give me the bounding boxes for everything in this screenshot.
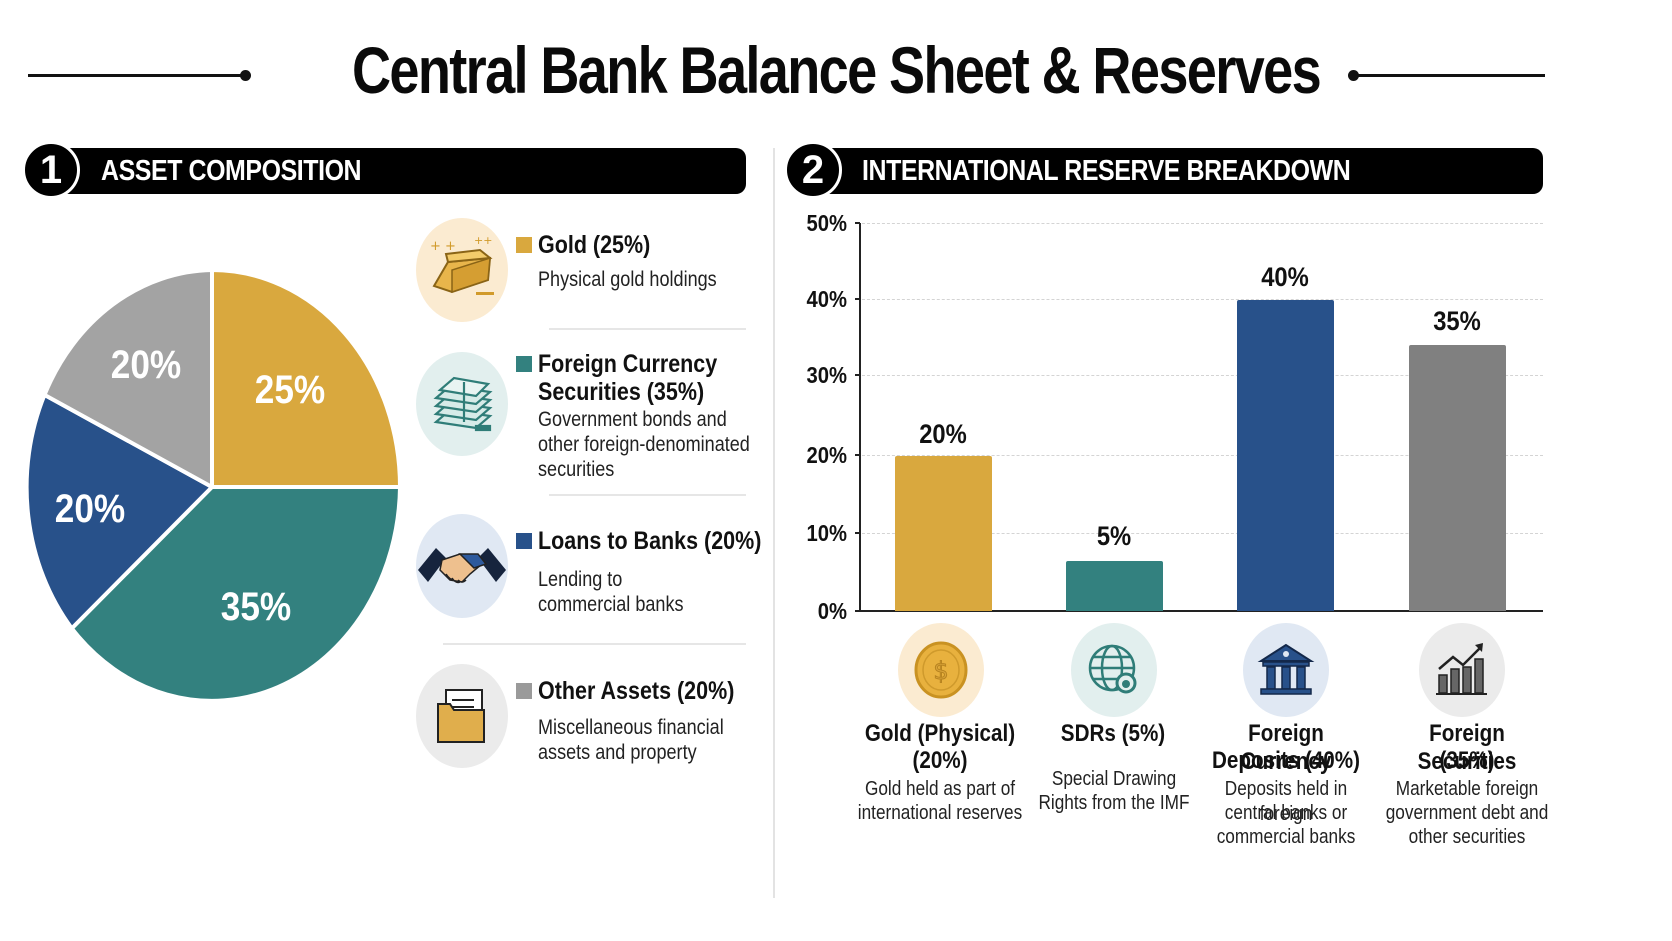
legend-desc: Physical gold holdings (538, 268, 717, 291)
x-axis (855, 610, 1543, 612)
pie-slice-other-assets[interactable] (42, 268, 214, 489)
gold-coin-icon: $ (898, 623, 984, 717)
title-rule-right (1352, 74, 1545, 77)
bar-gold-physical[interactable] (895, 456, 992, 611)
y-tick-label: 10% (806, 520, 847, 546)
section-number-badge: 2 (784, 141, 842, 199)
category-title-line-2: (35%) (1439, 747, 1495, 774)
gridline-30 (862, 375, 1543, 376)
category-title-line-1: Gold (Physical) (864, 720, 1016, 747)
category-title-line-1: Foreign Currency (1240, 720, 1332, 775)
category-title-line-1: Foreign Securities (1417, 720, 1517, 775)
category-title-line-2: (20%) (912, 747, 968, 774)
pie-slice-loans-to-banks[interactable] (24, 392, 214, 631)
pie-slice-gold[interactable] (210, 268, 402, 489)
legend-item-loans-to-banks: Loans to Banks (20%) Lending to commerci… (416, 514, 796, 624)
legend-desc-line-3: securities (538, 458, 615, 481)
legend-swatch-gold (516, 237, 532, 253)
title-rule-left (28, 74, 248, 77)
section-header-bar (822, 148, 1543, 194)
title-rule-left-dot (240, 70, 251, 81)
bar-foreign-currency-deposits[interactable] (1237, 300, 1334, 611)
section-title: INTERNATIONAL RESERVE BREAKDOWN (862, 155, 1351, 187)
gold-bar-icon: + + ++ (416, 218, 508, 322)
category-desc-line-2: central banks or (1224, 802, 1348, 824)
legend-desc-line-2: commercial banks (538, 593, 684, 616)
legend-swatch-loans-to-banks (516, 533, 532, 549)
legend-item-gold: + + ++ Gold (25%) Physical gold holdings (416, 218, 796, 328)
category-desc-line-1: Marketable foreign (1395, 778, 1539, 800)
pie-label-other-assets: 20% (110, 343, 182, 387)
y-tick-mark (855, 374, 860, 376)
pie-label-loans-to-banks: 20% (54, 487, 126, 531)
legend-desc-line-2: assets and property (538, 741, 697, 764)
legend-separator (549, 328, 746, 330)
pie-label-gold: 25% (254, 368, 326, 412)
pie-svg (24, 268, 402, 703)
bar-sdrs[interactable] (1066, 561, 1163, 611)
bar-value-label: 40% (1261, 262, 1309, 292)
category-desc-line-3: commercial banks (1216, 826, 1356, 848)
y-tick-mark (855, 298, 860, 300)
legend-title: Gold (25%) (538, 231, 651, 259)
section-number-badge: 1 (22, 141, 80, 199)
page-title: Central Bank Balance Sheet & Reserves (351, 33, 1322, 107)
gridline-40 (862, 299, 1543, 300)
pie-label-foreign-currency-securities: 35% (220, 585, 292, 629)
panel-divider (773, 148, 775, 898)
bank-building-icon (1243, 623, 1329, 717)
bar-value-label: 35% (1433, 306, 1481, 336)
category-desc-line-1: Gold held as part of (864, 778, 1016, 800)
legend-title-line-2: Securities (35%) (538, 378, 705, 406)
svg-text:$: $ (933, 657, 948, 685)
legend-title-line-1: Foreign Currency (538, 350, 718, 378)
legend-swatch-other-assets (516, 683, 532, 699)
gridline-10 (862, 533, 1543, 534)
legend-desc-line-2: other foreign-denominated (538, 433, 750, 456)
bar-foreign-securities[interactable] (1409, 345, 1506, 611)
category-title: SDRs (5%) (1060, 720, 1166, 747)
globe-icon (1071, 623, 1157, 717)
growth-chart-icon (1419, 623, 1505, 717)
svg-text:+ +: + + (430, 239, 456, 254)
legend-desc-line-1: Government bonds and (538, 408, 727, 431)
legend-separator (443, 643, 746, 645)
legend-desc-line-1: Lending to (538, 568, 623, 591)
y-tick-label: 50% (806, 210, 847, 236)
legend-item-other-assets: Other Assets (20%) Miscellaneous financi… (416, 664, 796, 774)
category-desc-line-3: other securities (1408, 826, 1526, 848)
legend-separator (549, 494, 746, 496)
category-desc-line-2: government debt and (1385, 802, 1549, 824)
y-tick-label: 20% (806, 442, 847, 468)
y-tick-mark (855, 454, 860, 456)
handshake-icon (416, 514, 508, 618)
legend-desc-line-1: Miscellaneous financial (538, 716, 724, 739)
money-stack-icon (416, 352, 508, 456)
y-tick-mark (855, 532, 860, 534)
legend-title: Loans to Banks (20%) (538, 527, 762, 555)
category-desc-line-2: Rights from the IMF (1038, 792, 1190, 814)
svg-text:++: ++ (474, 234, 492, 247)
category-desc-line-1: Deposits held in foreign (1224, 778, 1348, 825)
legend-swatch-foreign-currency-securities (516, 356, 532, 372)
bar-value-label: 20% (919, 419, 967, 449)
category-desc-line-1: Special Drawing (1051, 768, 1177, 790)
gridline-20 (862, 455, 1543, 456)
y-tick-label: 30% (806, 362, 847, 388)
y-axis (859, 223, 861, 612)
section-title: ASSET COMPOSITION (101, 155, 362, 187)
folder-document-icon (416, 664, 508, 768)
y-tick-label: 40% (806, 286, 847, 312)
legend-title: Other Assets (20%) (538, 677, 735, 705)
section-header-bar (60, 148, 746, 194)
legend-item-foreign-currency-securities: Foreign Currency Securities (35%) Govern… (416, 350, 796, 492)
y-tick-mark (855, 222, 860, 224)
category-title-line-2: Deposits (40%) (1212, 747, 1360, 774)
category-desc-line-2: international reserves (857, 802, 1023, 824)
pie-slice-foreign-currency-securities[interactable] (69, 485, 402, 703)
y-tick-label: 0% (817, 598, 847, 624)
gridline-50 (862, 223, 1543, 224)
bar-value-label: 5% (1096, 521, 1132, 551)
asset-composition-pie-chart: 25% 35% 20% 20% (24, 268, 404, 706)
